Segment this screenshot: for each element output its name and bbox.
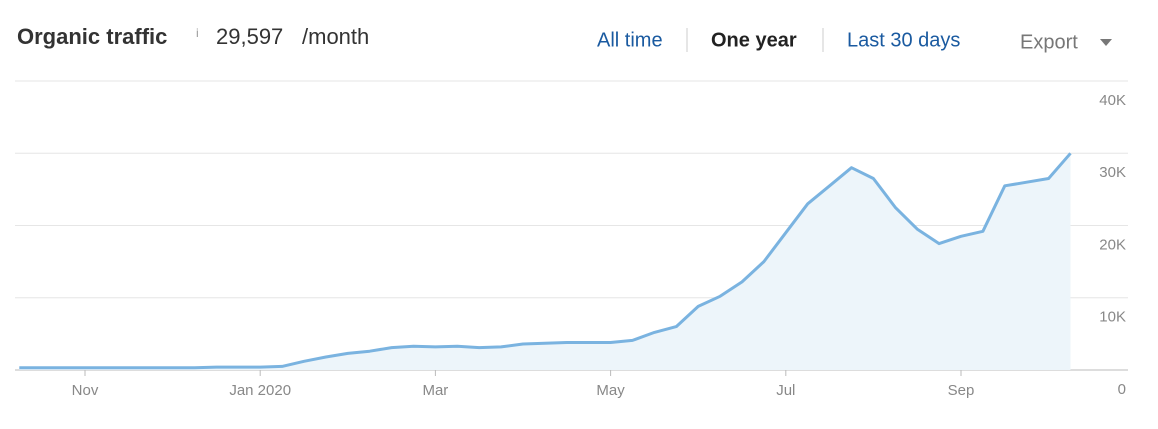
x-tick-label: Jan 2020 <box>229 382 291 399</box>
traffic-line <box>19 152 1072 370</box>
export-button[interactable]: Export <box>1020 31 1078 53</box>
traffic-unit: /month <box>302 24 369 49</box>
range-button[interactable]: One year <box>711 29 797 51</box>
y-tick-label: 20K <box>1099 236 1126 253</box>
x-tick-label: Sep <box>948 382 975 399</box>
dropdown-arrow[interactable] <box>1100 39 1112 46</box>
range-button[interactable]: All time <box>597 29 663 51</box>
x-tick-label: Nov <box>72 382 99 399</box>
traffic-value: 29,597 <box>216 24 283 49</box>
info-icon[interactable]: i <box>196 26 199 40</box>
y-tick-label: 10K <box>1099 309 1126 326</box>
x-tick-label: Mar <box>422 382 448 399</box>
y-tick-label: 30K <box>1099 164 1126 181</box>
x-tick-label: May <box>596 382 625 399</box>
range-button[interactable]: Last 30 days <box>847 29 960 51</box>
x-tick-label: Jul <box>776 382 795 399</box>
widget-title: Organic traffic <box>17 24 167 49</box>
y-tick-label: 40K <box>1099 92 1126 109</box>
area-fill <box>19 153 1071 370</box>
y-tick-label: 0 <box>1118 381 1126 398</box>
